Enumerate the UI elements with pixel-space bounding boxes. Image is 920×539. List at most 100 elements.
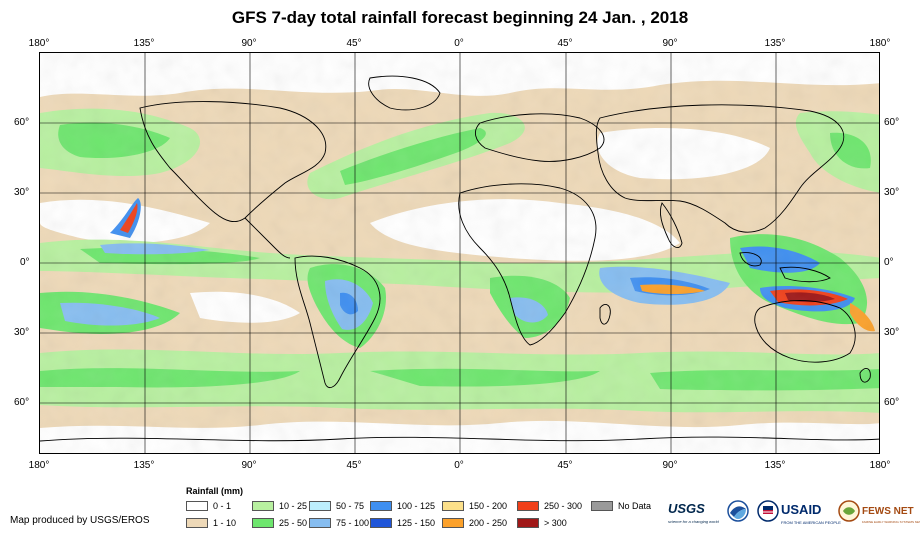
legend-label: 125 - 150 xyxy=(397,518,436,528)
europe-coastline xyxy=(474,113,605,162)
india-coastline xyxy=(659,202,683,249)
legend-swatch xyxy=(517,518,539,528)
legend-label: 75 - 100 xyxy=(336,518,370,528)
coastlines xyxy=(40,75,879,442)
rain-texture xyxy=(40,53,879,453)
legend-title: Rainfall (mm) xyxy=(186,486,244,496)
usaid-seal-icon xyxy=(757,500,779,522)
lon-label: 135° xyxy=(133,460,155,471)
fewsnet-logo: FEWS NET FAMINE EARLY WARNING SYSTEMS NE… xyxy=(862,501,920,524)
legend-item: 250 - 300 xyxy=(517,499,582,513)
lon-label: 90° xyxy=(662,38,678,49)
lon-label: 90° xyxy=(241,460,257,471)
new-guinea-coastline xyxy=(779,266,831,283)
lon-label: 0° xyxy=(454,38,464,49)
legend-swatch xyxy=(252,501,274,511)
legend-swatch xyxy=(309,501,331,511)
legend-swatch xyxy=(252,518,274,528)
graticule xyxy=(40,53,879,453)
legend-item: 75 - 100 xyxy=(309,516,369,530)
legend-swatch xyxy=(517,501,539,511)
legend-label: 10 - 25 xyxy=(279,501,308,511)
africa-coastline xyxy=(458,183,597,346)
legend-item: 100 - 125 xyxy=(370,499,435,513)
new-zealand-coastline xyxy=(859,367,871,383)
lon-label: 45° xyxy=(346,460,362,471)
lon-label: 90° xyxy=(662,460,678,471)
antarctica-coastline xyxy=(40,436,879,442)
noaa-logo xyxy=(727,500,749,527)
legend-label: 0 - 1 xyxy=(213,501,232,511)
legend-item: 150 - 200 xyxy=(442,499,507,513)
lon-label: 180° xyxy=(28,460,50,471)
lon-label: 90° xyxy=(241,38,257,49)
lon-label: 45° xyxy=(557,460,573,471)
legend-item: 200 - 250 xyxy=(442,516,507,530)
usaid-wordmark: USAID xyxy=(781,502,822,517)
lon-label: 0° xyxy=(454,460,464,471)
map-credit: Map produced by USGS/EROS xyxy=(10,515,150,526)
legend-swatch xyxy=(442,518,464,528)
usaid-logo: USAID FROM THE AMERICAN PEOPLE xyxy=(781,501,841,525)
legend-item: No Data xyxy=(591,499,651,513)
fewsnet-globe-icon xyxy=(838,500,860,522)
madagascar-coastline xyxy=(599,304,611,325)
lon-label: 180° xyxy=(869,460,891,471)
legend-item: 1 - 10 xyxy=(186,516,236,530)
north-america-coastline xyxy=(139,101,327,223)
lat-label-right: 0° xyxy=(884,257,894,268)
legend-label: 25 - 50 xyxy=(279,518,308,528)
lat-label-left: 30° xyxy=(14,187,30,198)
lat-label-left: 0° xyxy=(20,257,30,268)
rainfall-map-canvas xyxy=(40,53,879,453)
legend-label: No Data xyxy=(618,501,652,511)
legend-swatch xyxy=(309,518,331,528)
legend-swatch xyxy=(591,501,613,511)
australia-coastline xyxy=(754,300,856,363)
lon-label: 45° xyxy=(346,38,362,49)
lon-label: 45° xyxy=(557,38,573,49)
legend-item: 25 - 50 xyxy=(252,516,307,530)
fewsnet-tagline: FAMINE EARLY WARNING SYSTEMS NETWORK xyxy=(862,520,920,524)
legend-label: 250 - 300 xyxy=(544,501,583,511)
legend-swatch xyxy=(442,501,464,511)
noaa-emblem-icon xyxy=(727,500,749,522)
lat-label-left: 30° xyxy=(14,327,30,338)
lat-label-right: 60° xyxy=(884,117,900,128)
lon-label: 180° xyxy=(869,38,891,49)
usaid-seal xyxy=(757,500,779,527)
legend-item: 50 - 75 xyxy=(309,499,364,513)
legend-item: 10 - 25 xyxy=(252,499,307,513)
borneo-coastline xyxy=(739,252,762,267)
lon-label: 135° xyxy=(133,38,155,49)
usgs-tagline: science for a changing world xyxy=(668,519,719,524)
south-america-coastline xyxy=(294,255,381,389)
lon-label: 135° xyxy=(764,38,786,49)
asia-coastline xyxy=(595,104,845,233)
lat-label-right: 30° xyxy=(884,327,900,338)
legend-item: 125 - 150 xyxy=(370,516,435,530)
lon-label: 135° xyxy=(764,460,786,471)
usgs-wordmark: USGS xyxy=(668,501,705,516)
usgs-logo: USGS science for a changing world xyxy=(668,500,724,524)
central-america-coastline xyxy=(244,217,291,259)
lon-label: 180° xyxy=(28,38,50,49)
legend: 0 - 1 1 - 10 10 - 25 25 - 50 50 - 75 75 … xyxy=(186,499,666,533)
usaid-tagline: FROM THE AMERICAN PEOPLE xyxy=(781,520,841,525)
legend-swatch xyxy=(186,501,208,511)
legend-swatch xyxy=(186,518,208,528)
legend-label: 200 - 250 xyxy=(469,518,508,528)
legend-label: 50 - 75 xyxy=(336,501,365,511)
lat-label-left: 60° xyxy=(14,397,30,408)
fewsnet-wordmark: FEWS NET xyxy=(862,506,914,517)
lat-label-right: 30° xyxy=(884,187,900,198)
legend-label: > 300 xyxy=(544,518,567,528)
legend-item: > 300 xyxy=(517,516,567,530)
legend-label: 150 - 200 xyxy=(469,501,508,511)
lat-label-right: 60° xyxy=(884,397,900,408)
greenland-coastline xyxy=(368,75,441,111)
legend-swatch xyxy=(370,518,392,528)
logos: USGS science for a changing world USAID … xyxy=(668,498,920,532)
legend-label: 1 - 10 xyxy=(213,518,237,528)
rainfall-map xyxy=(39,52,880,454)
